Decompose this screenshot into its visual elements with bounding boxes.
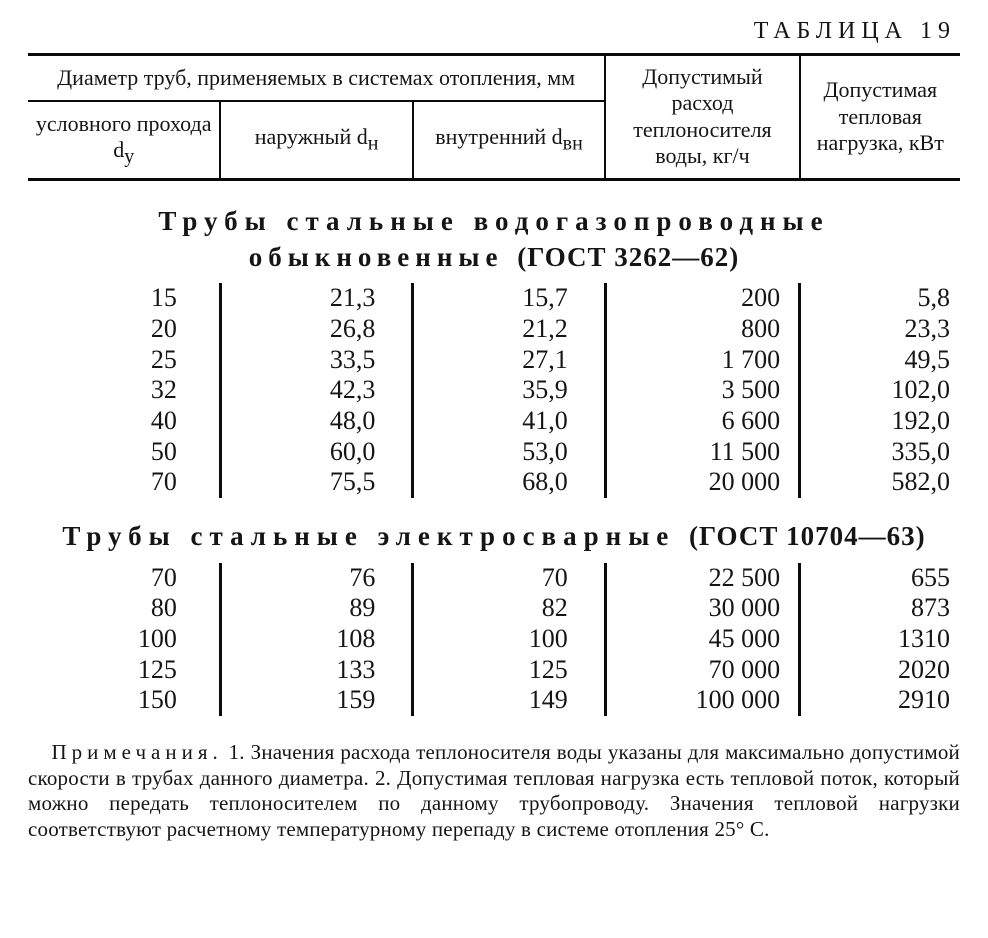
table-row: 150159149100 0002910 <box>28 685 960 716</box>
cell: 133 <box>220 655 412 686</box>
cell: 655 <box>800 563 960 594</box>
cell: 70 <box>28 467 220 498</box>
cell: 150 <box>28 685 220 716</box>
section1-data: 1521,315,72005,82026,821,280023,32533,52… <box>28 283 960 498</box>
cell: 5,8 <box>800 283 960 314</box>
cell: 100 <box>413 624 605 655</box>
table-caption: ТАБЛИЦА 19 <box>28 18 960 45</box>
header-col2: наружный dн <box>220 101 412 179</box>
table-row: 1521,315,72005,8 <box>28 283 960 314</box>
table-row: 7075,568,020 000582,0 <box>28 467 960 498</box>
cell: 20 <box>28 314 220 345</box>
cell: 159 <box>220 685 412 716</box>
cell: 2020 <box>800 655 960 686</box>
header-group-pipe: Диаметр труб, применяемых в системах ото… <box>28 55 605 101</box>
cell: 32 <box>28 375 220 406</box>
cell: 102,0 <box>800 375 960 406</box>
cell: 125 <box>413 655 605 686</box>
cell: 30 000 <box>605 593 799 624</box>
cell: 125 <box>28 655 220 686</box>
cell: 873 <box>800 593 960 624</box>
cell: 22 500 <box>605 563 799 594</box>
cell: 20 000 <box>605 467 799 498</box>
cell: 15 <box>28 283 220 314</box>
footnote: Примечания. 1. Значения расхода теплонос… <box>28 740 960 842</box>
cell: 40 <box>28 406 220 437</box>
header-col3: внутренний dвн <box>413 101 605 179</box>
cell: 582,0 <box>800 467 960 498</box>
cell: 80 <box>28 593 220 624</box>
table-row: 80898230 000873 <box>28 593 960 624</box>
table-row: 3242,335,93 500102,0 <box>28 375 960 406</box>
section2-data: 70767022 50065580898230 0008731001081004… <box>28 563 960 716</box>
page: ТАБЛИЦА 19 Диаметр труб, применяемых в с… <box>0 0 988 938</box>
cell: 89 <box>220 593 412 624</box>
header-col4: Допустимый расход теплоносите­ля воды, к… <box>605 55 799 180</box>
cell: 1310 <box>800 624 960 655</box>
cell: 35,9 <box>413 375 605 406</box>
cell: 70 <box>28 563 220 594</box>
cell: 200 <box>605 283 799 314</box>
cell: 2910 <box>800 685 960 716</box>
cell: 21,3 <box>220 283 412 314</box>
table-row: 4048,041,06 600192,0 <box>28 406 960 437</box>
cell: 75,5 <box>220 467 412 498</box>
table-row: 12513312570 0002020 <box>28 655 960 686</box>
section2-title: Трубы стальные электросварные (ГОСТ 1070… <box>28 518 960 554</box>
header-col1: условного прохода dу <box>28 101 220 179</box>
cell: 100 <box>28 624 220 655</box>
cell: 23,3 <box>800 314 960 345</box>
cell: 60,0 <box>220 437 412 468</box>
cell: 11 500 <box>605 437 799 468</box>
cell: 15,7 <box>413 283 605 314</box>
cell: 3 500 <box>605 375 799 406</box>
cell: 82 <box>413 593 605 624</box>
header-col5: Допустимая тепловая нагрузка, кВт <box>800 55 960 180</box>
cell: 27,1 <box>413 345 605 376</box>
cell: 26,8 <box>220 314 412 345</box>
cell: 76 <box>220 563 412 594</box>
cell: 45 000 <box>605 624 799 655</box>
cell: 68,0 <box>413 467 605 498</box>
table-row: 70767022 500655 <box>28 563 960 594</box>
cell: 21,2 <box>413 314 605 345</box>
cell: 149 <box>413 685 605 716</box>
cell: 53,0 <box>413 437 605 468</box>
table-row: 5060,053,011 500335,0 <box>28 437 960 468</box>
cell: 41,0 <box>413 406 605 437</box>
cell: 192,0 <box>800 406 960 437</box>
cell: 50 <box>28 437 220 468</box>
table-row: 2533,527,11 70049,5 <box>28 345 960 376</box>
table-row: 10010810045 0001310 <box>28 624 960 655</box>
cell: 800 <box>605 314 799 345</box>
cell: 108 <box>220 624 412 655</box>
cell: 70 000 <box>605 655 799 686</box>
section1-title: Трубы стальные водогазопроводные обыкнов… <box>28 203 960 276</box>
cell: 100 000 <box>605 685 799 716</box>
cell: 33,5 <box>220 345 412 376</box>
cell: 25 <box>28 345 220 376</box>
cell: 49,5 <box>800 345 960 376</box>
header-table: Диаметр труб, применяемых в системах ото… <box>28 53 960 181</box>
cell: 48,0 <box>220 406 412 437</box>
cell: 1 700 <box>605 345 799 376</box>
table-row: 2026,821,280023,3 <box>28 314 960 345</box>
cell: 6 600 <box>605 406 799 437</box>
cell: 335,0 <box>800 437 960 468</box>
cell: 42,3 <box>220 375 412 406</box>
cell: 70 <box>413 563 605 594</box>
